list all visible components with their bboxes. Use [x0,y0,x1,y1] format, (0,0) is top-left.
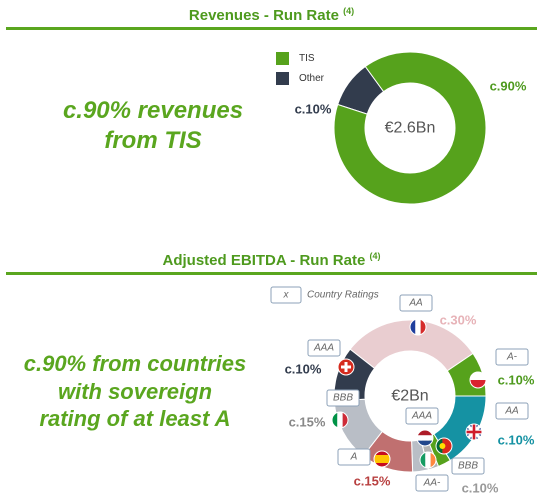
uk-flag-icon [465,423,483,441]
rating-box-netherlands [405,407,439,425]
ireland-flag-icon [419,451,437,469]
rating-box-france [399,294,433,312]
rating-box-united-kingdom [495,402,529,420]
revenue-headline-line-1: c.90% revenues [62,97,244,124]
slice-label-switzerland: c.10% [285,362,322,377]
section-divider [6,27,537,30]
rating-label-poland: A- [506,352,518,363]
rating-box-spain [337,448,371,466]
donut-slice-tis [333,51,487,205]
legend-swatch-tis [276,51,289,65]
slice-label-italy: c.15% [289,415,326,430]
ebitda-title: Adjusted EBITDA - Run Rate (4) [162,251,381,269]
rating-label-italy: BBB [333,393,353,404]
ebitda-headline-line-2: with sovereign [57,378,213,404]
ebitda-headline-line-1: c.90% from countries [23,351,247,376]
legend-swatch-other [276,71,289,85]
poland-flag-icon [469,371,487,389]
ebitda-headline: c.90% from countries with sovereign rati… [0,350,270,433]
donut-center-label: €2.6Bn [385,120,436,137]
legend-box-symbol [270,286,302,304]
spain-flag-icon [373,450,391,468]
donut-center-label: €2Bn [391,388,428,405]
portugal-flag-icon [435,437,453,455]
rating-box-portugal [415,474,449,492]
slice-label-poland: c.10% [498,373,535,388]
switzerland-flag-icon [337,358,355,376]
ebitda-headline-line-3: rating of at least A [39,406,231,431]
rating-label-ireland: BBB [458,461,478,472]
slice-label-portugal: c.10% [462,481,499,496]
netherlands-flag-icon [416,429,434,447]
slice-label-other: c.10% [295,102,332,117]
slice-label-france: c.30% [440,313,477,328]
rating-label-portugal: AA- [423,478,441,489]
rating-label-netherlands: AAA [411,411,432,422]
revenues-donut: €2.6Bn c.90% c.10% [295,51,527,205]
legend-box-text: Country Ratings [307,290,379,301]
section-divider [6,272,537,275]
revenue-headline: c.90% revenues from TIS [18,96,288,156]
ebitda-donut: x Country Ratings €2Bn c.30% c.10% c.10% c.10%… [270,286,535,496]
slice-label-united-kingdom: c.10% [498,433,535,448]
slice-label-tis: c.90% [490,79,527,94]
slice-label-spain: c.15% [354,474,391,489]
france-flag-icon [409,318,427,336]
rating-label-france: AA [408,298,423,309]
rating-box-italy [326,389,360,407]
revenues-legend: TIS Other [276,48,324,88]
legend-item-other: Other [276,68,324,88]
rating-label-switzerland: AAA [313,343,334,354]
rating-box-ireland [451,457,485,475]
rating-box-poland [495,348,529,366]
rating-label-spain: A [350,452,358,463]
revenue-headline-line-2: from TIS [104,127,202,154]
legend-item-tis: TIS [276,48,324,68]
revenues-title: Revenues - Run Rate (4) [188,6,355,24]
legend-box-symbol-text: x [283,290,290,301]
rating-box-switzerland [307,339,341,357]
italy-flag-icon [331,411,349,429]
rating-label-united-kingdom: AA [504,406,519,417]
